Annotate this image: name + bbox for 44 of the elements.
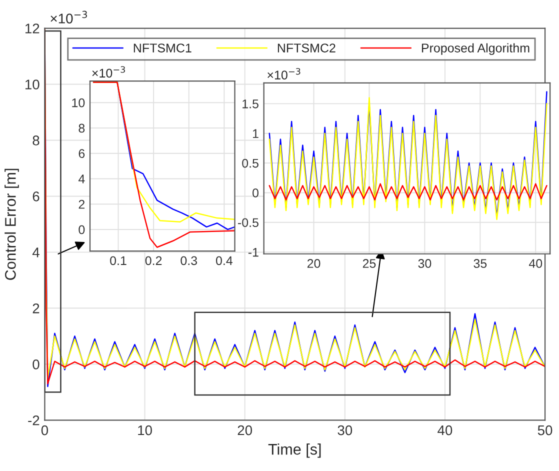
y-tick-label: 10 [72,98,85,108]
y-tick-label: 6 [78,149,85,158]
text: ×10$^{−3}$ [50,10,87,24]
x-tick-label: 40 [528,259,542,268]
x-tick-label: 35 [474,259,487,268]
y-tick-label: -2 [28,415,40,426]
y-tick-label: 0 [32,359,40,370]
x-tick-label: 0.4 [216,256,233,266]
y-tick-label: 8 [32,136,40,146]
legend-label: NFTSMC2 [278,44,336,52]
x-tick-label: 0.2 [145,256,162,266]
x-tick-label: 30 [418,259,432,268]
x-tick-label: 0.3 [180,256,198,266]
y-tick-label: 0 [78,225,85,234]
y-tick-label: 0.5 [242,158,258,168]
y-tick-label: -1 [248,248,258,257]
y-tick-label: 6 [32,192,40,202]
x-axis-title: Time [s] [268,443,321,458]
y-tick-label: 2 [78,200,85,209]
y-tick-label: 1 [252,129,258,138]
x-tick-label: 20 [307,259,320,268]
annotation: ×10$^{−3}$ [268,68,300,80]
y-tick-label: 4 [32,248,40,258]
y-tick-label: 4 [78,174,85,184]
y-tick-label: -0.5 [238,218,258,228]
legend-label: NFTSMC1 [134,44,192,52]
x-tick-label: 10 [138,425,152,436]
y-axis-title: Control Error [m] [4,168,19,280]
y-tick-label: 2 [32,304,40,314]
y-tick-label: 1.5 [242,100,258,108]
legend-label: Proposed Algorithm [422,43,530,55]
x-tick-label: 0.1 [110,256,126,266]
x-tick-label: 0 [41,425,48,436]
y-tick-label: 12 [25,24,40,34]
x-tick-label: 20 [238,425,252,436]
x-tick-label: 30 [338,425,352,436]
y-tick-label: 10 [25,80,40,90]
x-tick-label: 25 [362,259,376,268]
line-series [268,183,548,200]
y-tick-label: 8 [78,124,85,133]
x-tick-label: 40 [438,425,452,436]
y-tick-label: 0 [252,188,258,198]
annotation: ×10$^{−3}$ [92,66,125,78]
x-tick-label: 50 [538,425,552,436]
